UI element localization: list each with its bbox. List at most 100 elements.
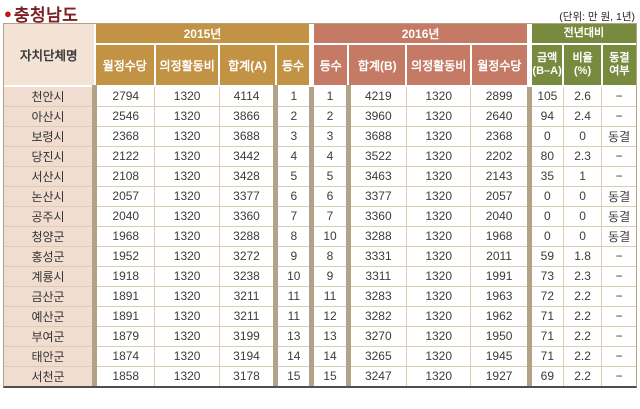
- cell-total-a: 3288: [218, 225, 276, 246]
- cell-monthly-allowance-2015: 2122: [92, 145, 155, 166]
- cell-ratio: 2.2: [562, 365, 602, 386]
- cell-monthly-allowance-2015: 1952: [92, 245, 155, 266]
- cell-amount-diff: 0: [526, 185, 564, 206]
- cell-rank-2015: 1: [273, 85, 312, 106]
- cell-municipality: 보령시: [4, 125, 95, 146]
- cell-amount-diff: 0: [526, 225, 564, 246]
- cell-monthly-allowance-2015: 2368: [92, 125, 155, 146]
- cell-ratio: 2.3: [562, 145, 602, 166]
- allowance-table-wrap: 자치단체명 2015년 2016년 전년대비 월정수당 의정활동비 합계(A) …: [3, 23, 637, 388]
- cell-amount-diff: 0: [526, 125, 564, 146]
- cell-amount-diff: 72: [526, 285, 564, 306]
- cell-ratio: 1.8: [562, 245, 602, 266]
- cell-rank-2016: 12: [309, 305, 349, 326]
- cell-rank-2016: 11: [309, 285, 349, 306]
- cell-freeze-status: −: [601, 365, 636, 386]
- cell-monthly-allowance-2016: 1950: [470, 325, 530, 346]
- cell-monthly-allowance-2015: 2108: [92, 165, 155, 186]
- cell-freeze-status: −: [601, 265, 636, 286]
- cell-total-b: 3288: [345, 225, 407, 246]
- cell-rank-2016: 7: [309, 205, 349, 226]
- cell-activity-expense-2016: 1320: [405, 185, 471, 206]
- cell-activity-expense-2016: 1320: [405, 365, 471, 386]
- col-header-activity-expense-2015: 의정활동비: [153, 43, 221, 87]
- cell-activity-expense-2015: 1320: [154, 265, 220, 286]
- page-title: 충청남도: [13, 6, 79, 25]
- group-header-2016: 2016년: [309, 24, 531, 45]
- table-row: 천안시 2794 1320 4114 1 1 4219 1320 2899 10…: [4, 85, 636, 106]
- table-row: 서산시 2108 1320 3428 5 5 3463 1320 2143 35…: [4, 165, 636, 186]
- cell-activity-expense-2015: 1320: [154, 165, 220, 186]
- cell-activity-expense-2016: 1320: [405, 125, 471, 146]
- cell-ratio: 2.2: [562, 345, 602, 366]
- unit-note: (단위: 만 원, 1년): [559, 11, 635, 23]
- col-header-monthly-allowance-2016: 월정수당: [469, 43, 531, 87]
- cell-total-a: 3442: [218, 145, 276, 166]
- cell-rank-2015: 6: [273, 185, 312, 206]
- cell-activity-expense-2016: 1320: [405, 285, 471, 306]
- cell-monthly-allowance-2015: 1874: [92, 345, 155, 366]
- cell-rank-2015: 11: [273, 285, 312, 306]
- group-header-2015: 2015년: [93, 24, 313, 45]
- cell-total-a: 3178: [218, 365, 276, 386]
- cell-total-b: 3360: [345, 205, 407, 226]
- cell-activity-expense-2016: 1320: [405, 85, 471, 106]
- cell-monthly-allowance-2015: 1891: [92, 285, 155, 306]
- col-header-amount-diff: 금액 (B–A): [526, 43, 565, 87]
- cell-total-a: 3688: [218, 125, 276, 146]
- cell-monthly-allowance-2015: 2057: [92, 185, 155, 206]
- cell-ratio: 2.2: [562, 305, 602, 326]
- cell-amount-diff: 0: [526, 205, 564, 226]
- cell-monthly-allowance-2016: 1991: [470, 265, 530, 286]
- cell-total-b: 3247: [345, 365, 407, 386]
- cell-activity-expense-2016: 1320: [405, 345, 471, 366]
- cell-rank-2016: 1: [309, 85, 349, 106]
- cell-total-a: 3428: [218, 165, 276, 186]
- cell-activity-expense-2016: 1320: [405, 145, 471, 166]
- cell-ratio: 0: [562, 125, 602, 146]
- cell-rank-2015: 13: [273, 325, 312, 346]
- cell-total-b: 3377: [345, 185, 407, 206]
- table-row: 예산군 1891 1320 3211 11 12 3282 1320 1962 …: [4, 305, 636, 326]
- cell-monthly-allowance-2016: 2368: [470, 125, 530, 146]
- cell-freeze-status: 동결: [601, 125, 636, 146]
- col-header-rank-2016: 등수: [309, 43, 350, 87]
- cell-rank-2015: 7: [273, 205, 312, 226]
- freeze-line2: 여부: [609, 65, 630, 77]
- cell-monthly-allowance-2016: 2143: [470, 165, 530, 186]
- cell-rank-2016: 10: [309, 225, 349, 246]
- cell-freeze-status: 동결: [601, 185, 636, 206]
- amount-diff-line2: (B–A): [532, 65, 562, 77]
- cell-monthly-allowance-2016: 2057: [470, 185, 530, 206]
- col-header-freeze-status: 동결 여부: [600, 43, 636, 87]
- cell-municipality: 천안시: [4, 85, 95, 106]
- cell-rank-2016: 2: [309, 105, 349, 126]
- cell-total-b: 3331: [345, 245, 407, 266]
- cell-amount-diff: 71: [526, 345, 564, 366]
- cell-total-b: 3688: [345, 125, 407, 146]
- cell-freeze-status: −: [601, 165, 636, 186]
- cell-ratio: 1: [562, 165, 602, 186]
- cell-rank-2015: 10: [273, 265, 312, 286]
- cell-rank-2015: 15: [273, 365, 312, 386]
- cell-monthly-allowance-2015: 1891: [92, 305, 155, 326]
- cell-rank-2016: 6: [309, 185, 349, 206]
- cell-monthly-allowance-2016: 2640: [470, 105, 530, 126]
- cell-monthly-allowance-2015: 1858: [92, 365, 155, 386]
- cell-monthly-allowance-2016: 1945: [470, 345, 530, 366]
- cell-total-a: 3377: [218, 185, 276, 206]
- cell-activity-expense-2015: 1320: [154, 365, 220, 386]
- cell-total-b: 3265: [345, 345, 407, 366]
- cell-activity-expense-2016: 1320: [405, 165, 471, 186]
- cell-amount-diff: 105: [526, 85, 564, 106]
- cell-activity-expense-2015: 1320: [154, 325, 220, 346]
- table-row: 논산시 2057 1320 3377 6 6 3377 1320 2057 0 …: [4, 185, 636, 206]
- cell-total-a: 3866: [218, 105, 276, 126]
- cell-total-b: 3522: [345, 145, 407, 166]
- cell-monthly-allowance-2015: 2040: [92, 205, 155, 226]
- cell-amount-diff: 80: [526, 145, 564, 166]
- cell-freeze-status: −: [601, 325, 636, 346]
- cell-municipality: 예산군: [4, 305, 95, 326]
- cell-freeze-status: −: [601, 105, 636, 126]
